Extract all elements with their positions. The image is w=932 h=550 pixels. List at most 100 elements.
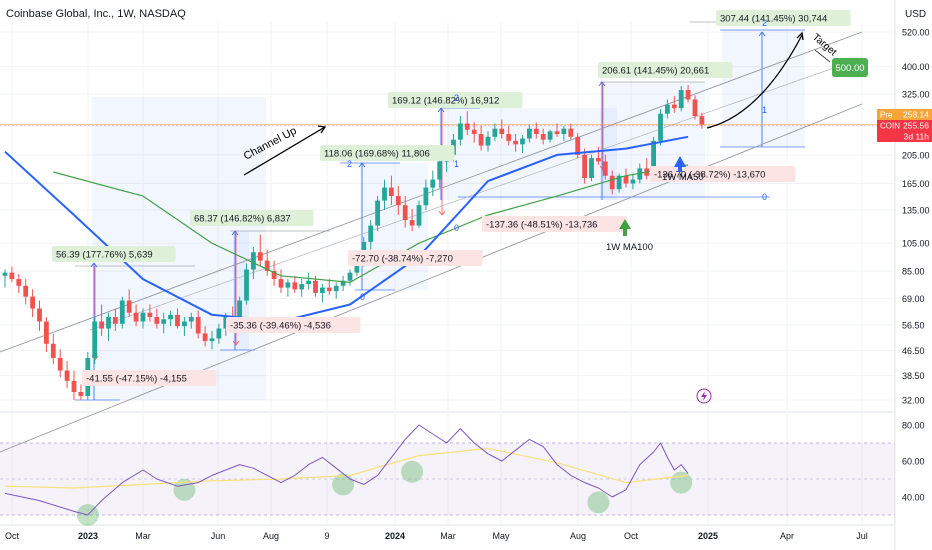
candle-body <box>271 271 277 280</box>
projection-curve <box>706 34 803 129</box>
fib-level-label: 0 <box>454 223 459 233</box>
candle-body <box>547 131 553 140</box>
candle-body <box>616 175 622 190</box>
rsi-line <box>4 424 689 516</box>
measure-arrow-head <box>438 210 446 216</box>
candle-body <box>188 317 194 322</box>
candle-body <box>78 391 84 396</box>
fib-level-label: 1 <box>762 105 767 115</box>
candle-body <box>478 134 484 146</box>
x-tick-label: Mar <box>440 531 456 541</box>
rsi-ma-line <box>4 447 689 489</box>
candle-body <box>430 179 436 188</box>
candle-body <box>92 321 98 358</box>
measure-label-bg <box>320 145 455 161</box>
candle-body <box>333 285 339 292</box>
channel-top <box>0 31 863 353</box>
ma100-annotation: 1W MA100 <box>606 242 653 253</box>
measure-label: -35.36 (-39.46%) -4,536 <box>230 321 331 332</box>
candle-body <box>540 134 546 140</box>
ma100-arrow-icon <box>619 219 631 236</box>
candle-body <box>299 284 305 290</box>
candle-body <box>9 272 15 280</box>
candle-body <box>568 128 574 137</box>
x-tick-label: Jul <box>856 531 868 541</box>
candle-body <box>99 321 104 329</box>
candle-body <box>175 314 180 327</box>
candle-body <box>575 136 581 155</box>
candle-body <box>492 128 498 137</box>
candle-body <box>57 357 63 371</box>
price-badge-value: 255.56 <box>903 121 929 131</box>
price-badge-value: 258.14 <box>903 110 929 120</box>
x-tick-label: Aug <box>263 531 279 541</box>
price-badge-tag: COIN <box>880 122 900 131</box>
candle-body <box>168 314 173 320</box>
x-tick-label: 2025 <box>698 531 718 541</box>
measure-box <box>722 30 805 147</box>
candle-body <box>354 260 360 273</box>
candle-body <box>154 317 160 324</box>
y-tick-label: 46.50 <box>902 346 925 356</box>
channel-bottom <box>0 103 863 453</box>
measure-label: 118.06 (169.68%) 11,806 <box>324 149 430 160</box>
fib-level-label: 0 <box>762 192 767 202</box>
candle-body <box>395 196 401 206</box>
lightning-icon-glyph <box>701 391 707 401</box>
y-tick-label: 165.00 <box>902 179 930 189</box>
measure-label: 68.37 (146.82%) 6,837 <box>194 214 291 225</box>
price-badge <box>877 131 932 142</box>
candle-body <box>471 129 477 135</box>
candle-body <box>582 154 587 179</box>
candle-body <box>665 104 670 114</box>
symbol-title: Coinbase Global, Inc., 1W, NASDAQ <box>6 8 186 20</box>
candle-body <box>527 128 532 139</box>
price-badge-value: 3d 11h <box>904 132 930 142</box>
x-tick-label: 9 <box>324 531 329 541</box>
candle-body <box>651 140 656 176</box>
candle-body <box>278 279 284 288</box>
y-tick-label: 56.50 <box>902 320 925 330</box>
candle-body <box>561 128 567 135</box>
candle-body <box>520 138 525 145</box>
y-tick-label: 38.50 <box>902 371 925 381</box>
lightning-icon <box>696 388 712 404</box>
candle-body <box>320 287 325 293</box>
candle-body <box>119 300 125 324</box>
time-axis: Oct 2023 Mar Jun Aug 9 2024 Mar May Aug Oct 2025 Apr… <box>5 531 868 541</box>
y-tick-label: 205.00 <box>902 150 930 160</box>
price-badge <box>877 120 932 131</box>
y-tick-label: 520.00 <box>902 28 930 38</box>
y-tick-label: 32.00 <box>902 396 925 406</box>
measure-label: -137.36 (-48.51%) -13,736 <box>486 220 597 231</box>
x-tick-label: Oct <box>624 531 639 541</box>
candle-body <box>313 280 318 293</box>
measure-labels: 56.39 (177.76%) 5,639 -41.55 (-47.15%) -4… <box>52 10 851 386</box>
measure-label-bg <box>190 210 314 226</box>
candle-body <box>437 161 443 180</box>
candle-body <box>389 187 394 197</box>
candle-body <box>133 312 139 322</box>
candle-body <box>244 269 249 301</box>
rsi-tick-label: 40.00 <box>902 493 925 503</box>
target-price: 500.00 <box>835 63 864 74</box>
candle-body <box>623 175 629 184</box>
candle-body <box>50 343 56 358</box>
candle-body <box>202 333 208 342</box>
candle-body <box>692 99 698 117</box>
candle-body <box>464 123 470 130</box>
candle-body <box>375 200 380 226</box>
candle-body <box>30 296 35 309</box>
measure-label: -136.70 (-38.72%) -13,670 <box>654 170 765 181</box>
x-tick-label: 2024 <box>385 531 405 541</box>
candle-body <box>216 328 222 339</box>
measure-arrow-head <box>231 230 239 236</box>
rsi-highlight <box>332 473 355 496</box>
measure-label: 56.39 (177.76%) 5,639 <box>56 250 153 261</box>
candle-body <box>223 317 229 329</box>
candle-body <box>458 123 463 140</box>
candle-body <box>326 287 332 292</box>
candle-body <box>382 187 387 201</box>
candle-body <box>16 279 22 286</box>
